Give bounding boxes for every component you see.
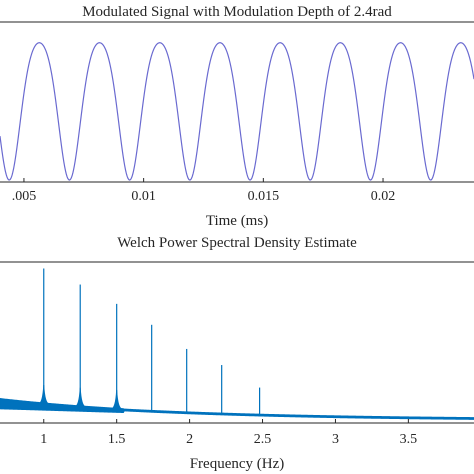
chart-top: Modulated Signal with Modulation Depth o… xyxy=(0,4,474,229)
chart-bottom-plot-area xyxy=(0,261,474,424)
psd-peak-cusp xyxy=(74,387,87,408)
top-x-tick-label: 0.015 xyxy=(248,189,280,204)
chart-top-plot-area xyxy=(0,21,474,183)
top-signal-line xyxy=(0,42,474,181)
top-x-tick-label: .005 xyxy=(12,189,37,204)
bottom-x-tick-label: 1 xyxy=(40,432,47,447)
chart-bottom-x-axis: 1 1.5 2 2.5 3 3.5 xyxy=(40,419,417,447)
chart-bottom-title: Welch Power Spectral Density Estimate xyxy=(117,235,357,251)
top-x-tick-label: 0.01 xyxy=(131,189,156,204)
psd-baseline xyxy=(0,398,474,420)
bottom-x-tick-label: 2 xyxy=(186,432,193,447)
bottom-x-tick-label: 2.5 xyxy=(254,432,272,447)
psd-peak-cusp xyxy=(110,389,123,410)
bottom-x-tick-label: 1.5 xyxy=(108,432,126,447)
top-x-tick-label: 0.02 xyxy=(371,189,396,204)
psd-peak-cusp xyxy=(37,385,50,405)
chart-top-title: Modulated Signal with Modulation Depth o… xyxy=(82,4,392,20)
chart-bottom-x-label: Frequency (Hz) xyxy=(190,456,285,472)
chart-top-x-axis: .005 0.01 0.015 0.02 xyxy=(12,178,396,204)
bottom-x-tick-label: 3 xyxy=(332,432,339,447)
chart-top-x-label: Time (ms) xyxy=(206,213,268,229)
bottom-x-tick-label: 3.5 xyxy=(400,432,418,447)
